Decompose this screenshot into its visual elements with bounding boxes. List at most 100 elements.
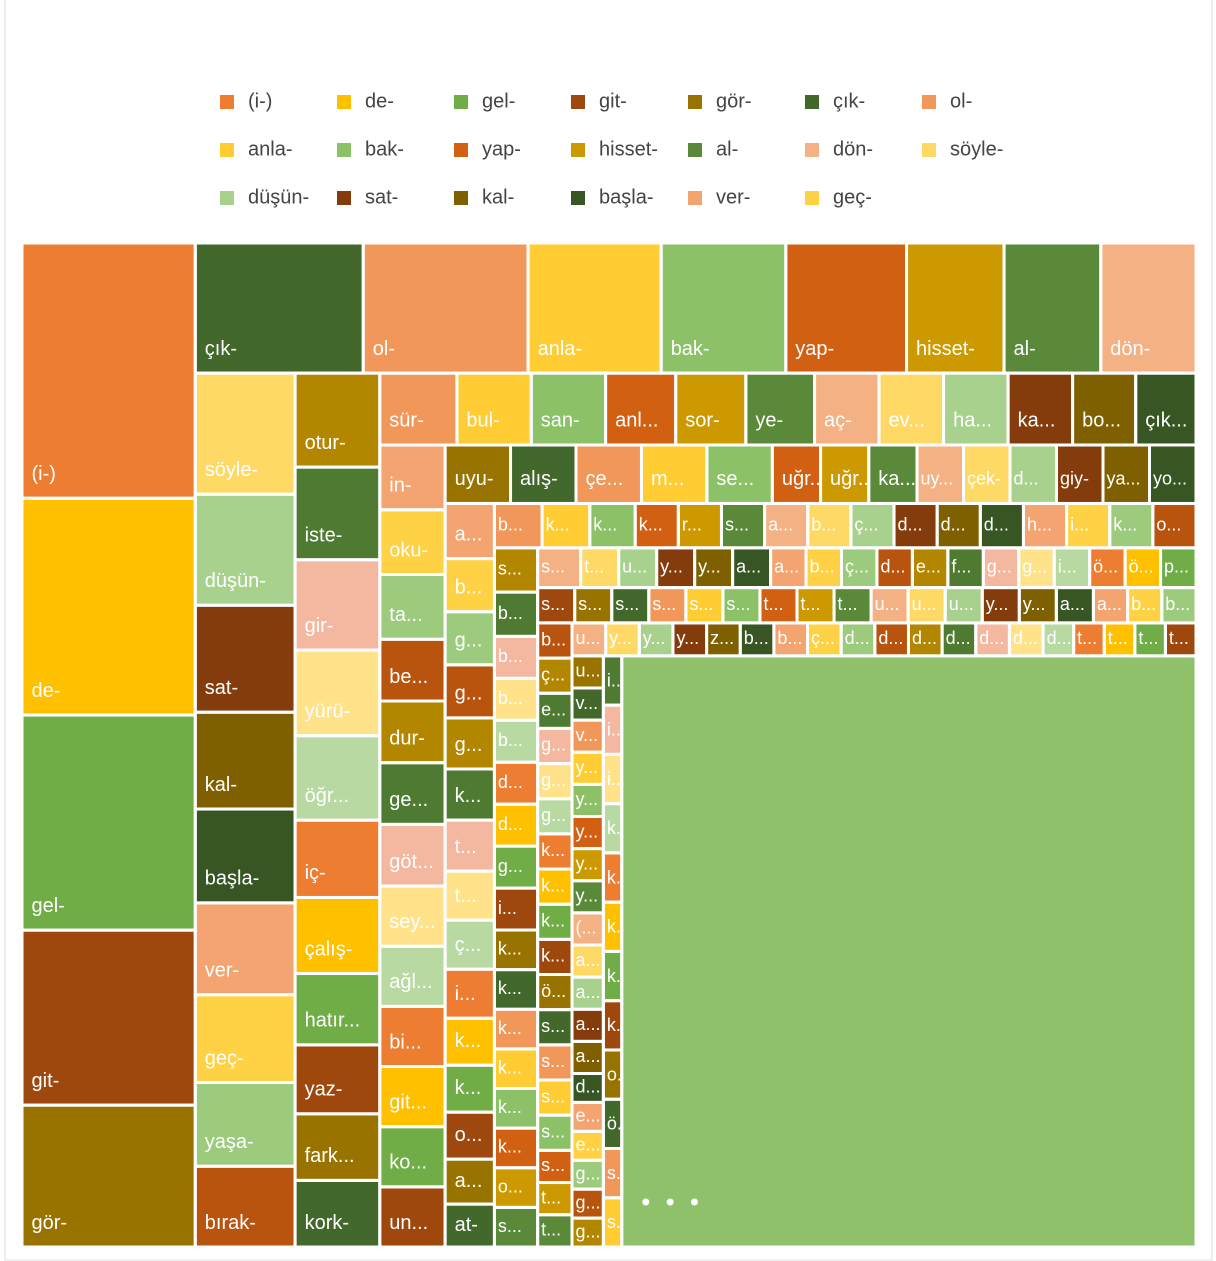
- cell-label: anla-: [538, 338, 582, 360]
- treemap-cell: t...: [1075, 624, 1103, 655]
- cell-label: u...: [576, 628, 601, 648]
- cell-rect: [196, 244, 362, 372]
- treemap-cell: k...: [495, 1090, 537, 1127]
- cell-rect: [945, 374, 1007, 444]
- cell-label: çık-: [205, 338, 237, 360]
- treemap-cell: bırak-: [196, 1167, 294, 1246]
- cell-rect: [539, 589, 574, 622]
- cell-rect: [296, 898, 379, 973]
- cell-rect: [604, 1149, 621, 1197]
- treemap-cell: g...: [495, 847, 537, 887]
- cell-label: başla-: [205, 868, 259, 890]
- cell-rect: [446, 770, 493, 819]
- cell-rect: [1055, 549, 1089, 587]
- cell-rect: [573, 753, 602, 783]
- treemap-cell: in-: [381, 446, 444, 509]
- treemap-cell: ge...: [381, 764, 444, 823]
- cell-label: g...: [1022, 556, 1047, 576]
- cell-label: çek-: [967, 469, 1001, 489]
- treemap-cell: alış-: [512, 446, 575, 502]
- cell-rect: [964, 446, 1009, 502]
- cell-label: o...: [498, 1176, 523, 1196]
- treemap-cell: göt...: [381, 825, 444, 885]
- cell-rect: [909, 589, 944, 622]
- treemap-cell: e...: [539, 694, 571, 727]
- cell-label: ha...: [953, 410, 992, 432]
- cell-label: u...: [576, 661, 601, 681]
- cell-rect: [943, 624, 975, 655]
- cell-rect: [1136, 624, 1164, 655]
- treemap-cell: t...: [798, 589, 833, 622]
- treemap-cell: u...: [909, 589, 944, 622]
- treemap-cell: d...: [878, 549, 911, 587]
- cell-rect: [296, 1115, 379, 1179]
- cell-rect: [741, 624, 773, 655]
- treemap-cell: g...: [539, 729, 571, 763]
- cell-rect: [1044, 624, 1073, 655]
- cell-rect: [724, 589, 759, 622]
- treemap-cell: s...: [687, 589, 722, 622]
- treemap-cell: fark...: [296, 1115, 379, 1179]
- cell-label: t...: [838, 594, 858, 614]
- treemap-cell: s...: [539, 1046, 571, 1079]
- cell-rect: [573, 624, 605, 655]
- cell-label: d...: [912, 628, 937, 648]
- cell-rect: [1094, 589, 1127, 622]
- cell-rect: [1091, 549, 1124, 587]
- cell-rect: [495, 1050, 537, 1088]
- cell-label: a...: [576, 950, 601, 970]
- legend-swatch: [571, 143, 585, 157]
- cell-rect: [687, 589, 722, 622]
- legend-label: düşün-: [248, 186, 309, 208]
- treemap-cell: ç...: [539, 659, 571, 692]
- cell-label: ya...: [1106, 469, 1140, 489]
- cell-label: k...: [455, 785, 482, 807]
- cell-rect: [573, 1219, 602, 1246]
- cell-rect: [798, 589, 833, 622]
- cell-label: öğr...: [305, 785, 349, 807]
- treemap-cell: u...: [620, 549, 656, 587]
- treemap-cell: b...: [446, 560, 493, 611]
- cell-rect: [640, 624, 672, 655]
- cell-label: g...: [987, 556, 1012, 576]
- cell-rect: [607, 374, 675, 444]
- cell-label: a...: [576, 982, 601, 1002]
- legend-swatch: [805, 143, 819, 157]
- cell-rect: [604, 706, 621, 753]
- treemap-cell: k...: [446, 1019, 493, 1064]
- cell-label: e...: [576, 1106, 601, 1126]
- cell-rect: [539, 976, 571, 1009]
- legend-swatch: [571, 95, 585, 109]
- cell-rect: [604, 1002, 621, 1049]
- treemap-cell: ko...: [381, 1128, 444, 1186]
- legend-label: (i-): [248, 90, 272, 112]
- treemap-cell: y...: [573, 850, 602, 880]
- treemap-cell: s...: [539, 589, 574, 622]
- cell-label: k...: [607, 966, 631, 986]
- cell-label: b...: [541, 629, 566, 649]
- cell-rect: [1011, 446, 1055, 502]
- treemap-cell: • • •: [623, 657, 1195, 1246]
- cell-rect: [296, 1046, 379, 1113]
- cell-label: aç-: [824, 410, 852, 432]
- cell-label: sey...: [389, 911, 435, 933]
- treemap-cell: git-: [23, 931, 194, 1104]
- treemap-cell: uğr...: [822, 446, 868, 502]
- cell-label: a...: [1060, 594, 1085, 614]
- cell-label: ç...: [541, 664, 565, 684]
- legend-label: bak-: [365, 138, 404, 160]
- cell-rect: [495, 1010, 537, 1048]
- treemap-cell: d...: [895, 504, 936, 547]
- treemap-cell: d...: [876, 624, 907, 655]
- cell-rect: [679, 504, 720, 547]
- treemap-cell: s...: [539, 1116, 571, 1149]
- treemap-cell: a...: [446, 504, 493, 558]
- cell-rect: [747, 374, 814, 444]
- cell-rect: [604, 854, 621, 901]
- cell-label: ç...: [854, 514, 878, 534]
- treemap-cell: dur-: [381, 702, 444, 762]
- treemap-cell: y...: [696, 549, 732, 587]
- treemap-cell: u...: [946, 589, 981, 622]
- cell-label: t...: [455, 836, 477, 858]
- treemap-cell: k...: [495, 931, 537, 969]
